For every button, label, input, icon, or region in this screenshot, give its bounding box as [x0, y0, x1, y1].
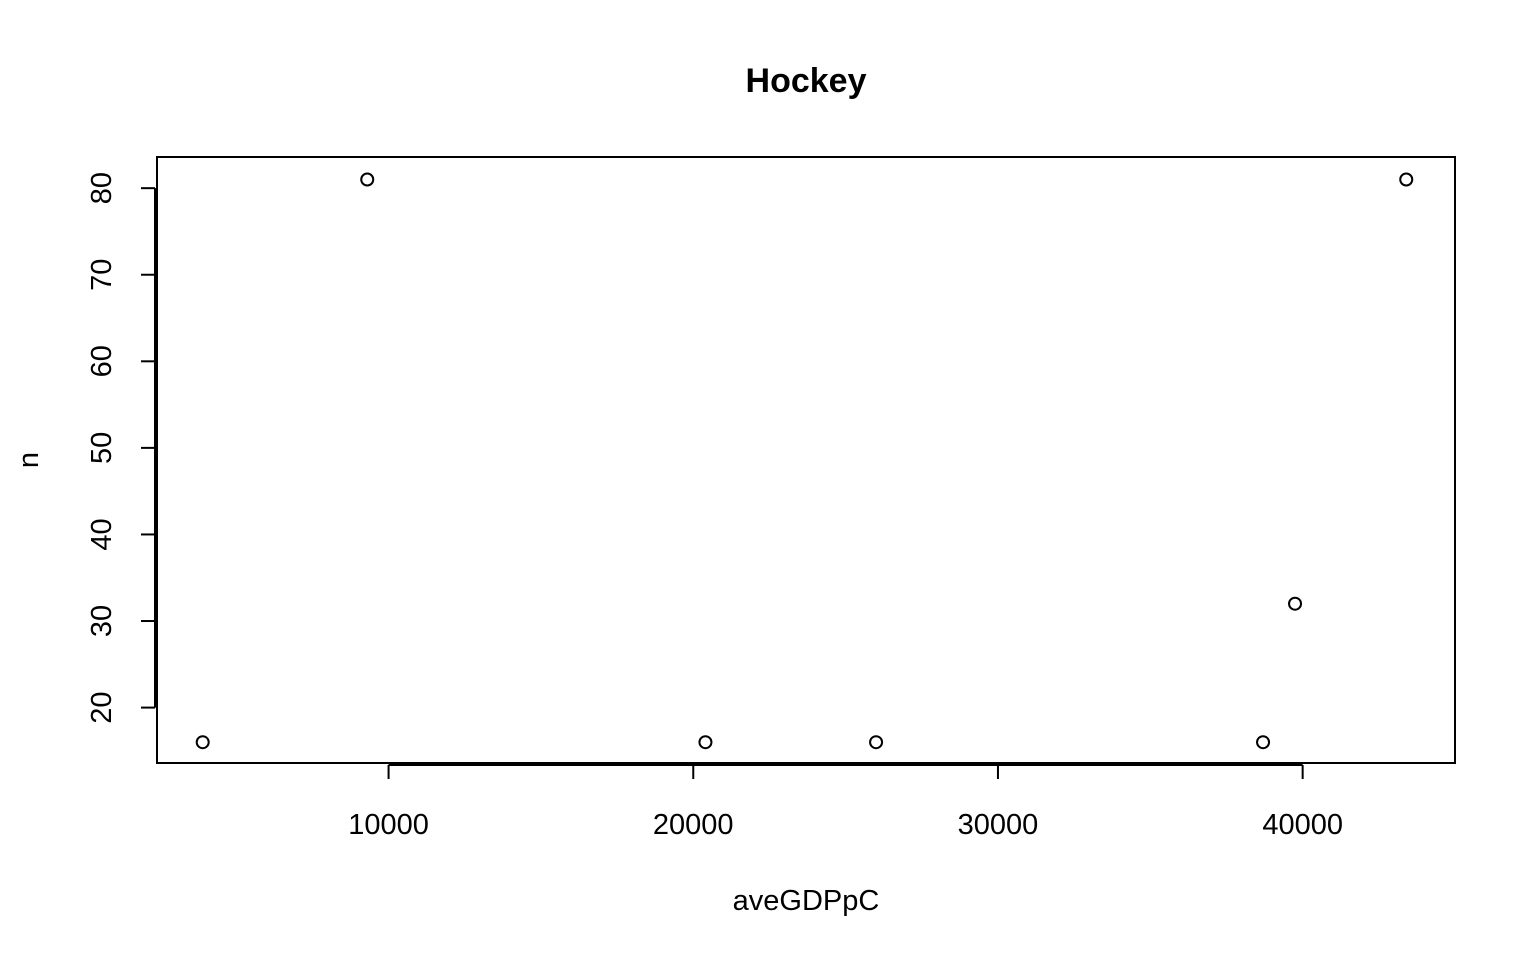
data-point: [869, 735, 884, 750]
data-point: [1399, 172, 1414, 187]
y-tick-label: 40: [86, 518, 118, 550]
data-point: [1256, 735, 1271, 750]
y-axis-label: n: [13, 452, 45, 468]
data-points: [195, 172, 1414, 750]
data-point: [1288, 596, 1303, 611]
x-axis-label: aveGDPpC: [733, 885, 880, 917]
data-point: [698, 735, 713, 750]
y-tick-label: 70: [86, 259, 118, 291]
data-point: [360, 172, 375, 187]
x-tick-label: 30000: [958, 809, 1039, 841]
plot-frame: [156, 156, 1456, 764]
y-tick-label: 20: [86, 691, 118, 723]
x-tick-label: 10000: [348, 809, 429, 841]
x-axis: 10000 20000 30000 40000: [348, 764, 1343, 841]
y-tick-label: 30: [86, 605, 118, 637]
x-tick-label: 40000: [1262, 809, 1343, 841]
y-axis: 20 30 40 50 60 70 80: [86, 172, 156, 724]
data-point: [195, 735, 210, 750]
y-tick-label: 50: [86, 432, 118, 464]
y-tick-label: 80: [86, 172, 118, 204]
y-tick-label: 60: [86, 345, 118, 377]
x-tick-label: 20000: [653, 809, 734, 841]
chart-title: Hockey: [746, 62, 867, 100]
